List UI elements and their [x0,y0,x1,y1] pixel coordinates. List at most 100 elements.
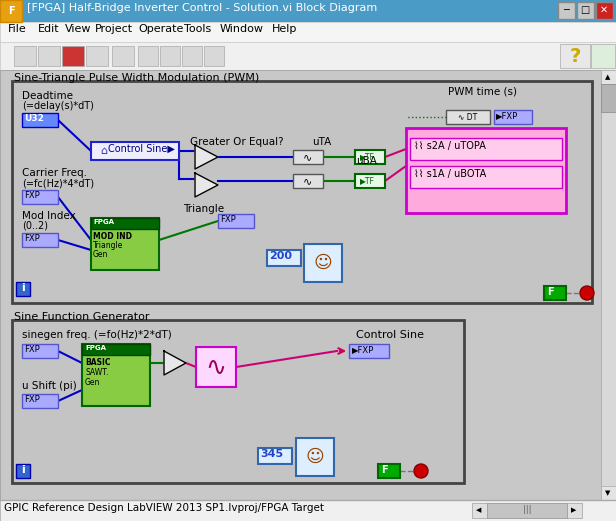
Circle shape [580,286,594,300]
Text: sinegen freq. (=fo(Hz)*2*dT): sinegen freq. (=fo(Hz)*2*dT) [22,330,172,340]
Text: FPGA: FPGA [85,345,106,351]
Bar [472,503,582,518]
Text: F: F [7,6,14,16]
Text: [FPGA] Half-Bridge Inverter Control - Solution.vi Block Diagram: [FPGA] Half-Bridge Inverter Control - So… [27,3,377,13]
Text: ▶TF: ▶TF [360,177,375,185]
Text: ─: ─ [563,5,569,15]
Text: FXP: FXP [220,215,236,224]
Text: Gen: Gen [93,250,108,259]
Text: ▲: ▲ [606,74,610,80]
Bar [591,44,615,68]
Text: (=delay(s)*dT): (=delay(s)*dT) [22,101,94,111]
Bar [601,70,616,500]
Text: ∿: ∿ [303,152,313,162]
Bar [410,138,562,160]
Text: ⌂: ⌂ [100,146,108,156]
Bar [355,174,385,188]
Bar [472,503,487,518]
Text: PWM time (s): PWM time (s) [448,87,517,97]
Bar [349,344,389,358]
Bar [91,142,179,160]
Bar [160,46,180,66]
Bar [267,250,301,266]
Text: FPGA: FPGA [93,219,114,225]
Text: View: View [65,24,92,34]
Text: Edit: Edit [38,24,60,34]
Text: Window: Window [220,24,264,34]
Text: u Shift (pi): u Shift (pi) [22,381,77,391]
Text: SAWT.: SAWT. [85,368,108,377]
Bar [0,70,601,500]
Text: Tools: Tools [184,24,211,34]
Bar [204,46,224,66]
Bar [296,438,334,476]
Text: ∿: ∿ [206,355,227,379]
Polygon shape [195,145,218,169]
Text: ▶FXP: ▶FXP [352,345,375,354]
Bar [567,503,582,518]
Text: Help: Help [272,24,298,34]
Text: Greater Or Equal?: Greater Or Equal? [190,137,283,147]
Bar [0,0,22,22]
Text: Control Sine: Control Sine [356,330,424,340]
Text: Project: Project [95,24,133,34]
Text: ∿ DT: ∿ DT [458,113,477,121]
Text: FXP: FXP [24,345,40,354]
Bar [0,42,616,70]
Text: □: □ [580,5,590,15]
Text: ✕: ✕ [600,5,608,15]
Bar [487,503,567,518]
Bar [12,320,464,483]
Text: (=fc(Hz)*4*dT): (=fc(Hz)*4*dT) [22,178,94,188]
Bar [0,22,616,42]
Bar [406,128,566,213]
Text: i: i [21,283,25,293]
Bar [355,150,385,164]
Bar [601,486,616,500]
Bar [86,46,108,66]
Bar [22,113,58,127]
Text: F: F [381,465,387,475]
Bar [558,2,575,19]
Text: uBA: uBA [356,156,377,166]
Text: ▶TF: ▶TF [360,153,375,162]
Polygon shape [195,173,218,197]
Text: MOD IND: MOD IND [93,232,132,241]
Bar [494,110,532,124]
Text: |||: ||| [523,505,532,515]
Bar [560,44,590,68]
Polygon shape [164,351,186,375]
Text: Carrier Freq.: Carrier Freq. [22,168,87,178]
Text: ▶FXP: ▶FXP [496,111,518,120]
Text: ▶: ▶ [571,507,577,513]
Bar [62,46,84,66]
Text: Gen: Gen [85,378,100,387]
Bar [304,244,342,282]
Bar [22,190,58,204]
Text: F: F [547,287,554,297]
Text: ◀: ◀ [476,507,482,513]
Text: FXP: FXP [24,191,40,200]
Text: ∿: ∿ [303,176,313,186]
Text: Sine-Triangle Pulse Width Modulation (PWM): Sine-Triangle Pulse Width Modulation (PW… [14,73,259,83]
Text: GPIC Reference Design LabVIEW 2013 SP1.lvproj/FPGA Target: GPIC Reference Design LabVIEW 2013 SP1.l… [4,503,324,513]
Bar [22,233,58,247]
Text: ?: ? [569,46,581,66]
Text: i: i [21,465,25,475]
Bar [182,46,202,66]
Bar [82,344,150,406]
Text: 200: 200 [269,251,292,261]
Bar [22,394,58,408]
Text: ☺: ☺ [306,448,325,466]
Bar [410,166,562,188]
Bar [112,46,134,66]
Bar [138,46,158,66]
Bar [38,46,60,66]
Text: Operate: Operate [138,24,184,34]
Text: BASIC: BASIC [85,358,110,367]
Bar [12,81,592,303]
Text: U32: U32 [24,114,44,123]
Text: Mod Index: Mod Index [22,211,76,221]
Bar [601,70,616,84]
Bar [446,110,490,124]
